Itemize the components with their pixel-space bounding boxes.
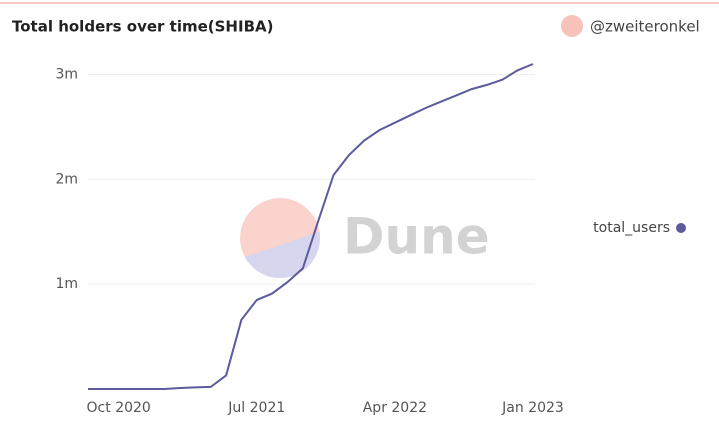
y-tick-label: 2m (55, 171, 78, 187)
data-line (88, 63, 534, 390)
y-tick-label: 3m (55, 66, 78, 82)
chart-title: Total holders over time(SHIBA) (12, 18, 273, 36)
author: @zweiteronkel (590, 18, 700, 36)
watermark-logo (240, 198, 320, 278)
x-tick-label: Jan 2023 (501, 400, 564, 416)
x-tick-label: Apr 2022 (363, 400, 427, 416)
legend-label: total_users (593, 220, 670, 236)
legend-marker (676, 223, 686, 233)
x-tick-label: Oct 2020 (87, 400, 151, 416)
y-tick-label: 1m (55, 276, 78, 292)
x-tick-label: Jul 2021 (227, 400, 285, 416)
author-avatar (561, 15, 583, 37)
watermark-text: Dune (343, 208, 490, 266)
